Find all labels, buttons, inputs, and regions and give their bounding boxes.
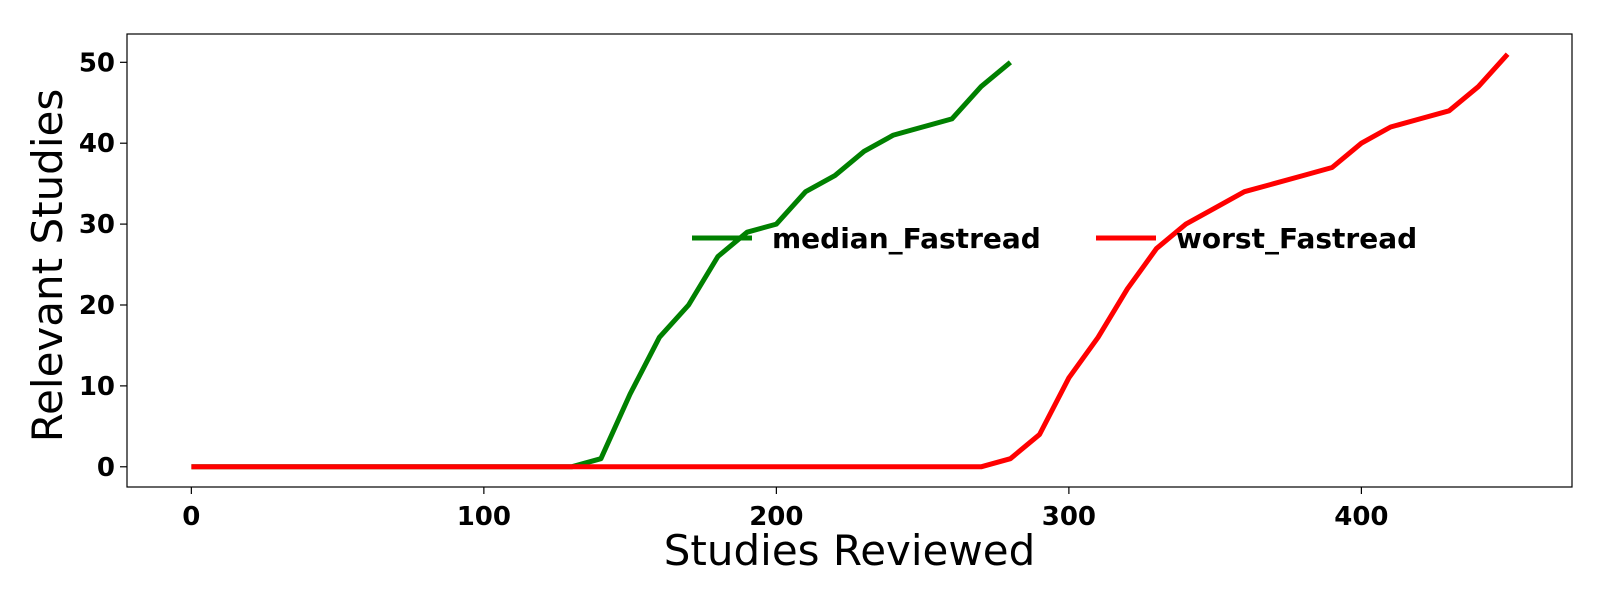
legend-label-worst-fastread: worst_Fastread (1176, 222, 1417, 255)
y-tick-label: 50 (79, 48, 115, 78)
x-axis-label: Studies Reviewed (664, 526, 1036, 575)
series-line-worst-fastread (191, 52, 1510, 470)
legend-label-median-fastread: median_Fastread (772, 222, 1041, 255)
x-axis-ticks: 0 100 200 300 400 (182, 487, 1389, 532)
legend: median_Fastread worst_Fastread (692, 222, 1417, 255)
x-tick-label: 200 (749, 502, 803, 532)
x-tick-label: 0 (182, 502, 200, 532)
x-tick-label: 400 (1334, 502, 1388, 532)
x-tick-label: 300 (1042, 502, 1096, 532)
y-tick-label: 10 (79, 372, 115, 402)
y-tick-label: 40 (79, 129, 115, 159)
y-axis-label: Relevant Studies (23, 89, 72, 442)
y-tick-label: 30 (79, 210, 115, 240)
y-tick-label: 20 (79, 291, 115, 321)
x-tick-label: 100 (457, 502, 511, 532)
y-tick-label: 0 (97, 453, 115, 483)
y-axis-ticks: 0 10 20 30 40 50 (79, 48, 127, 483)
series-line-median-fastread (191, 60, 1012, 470)
plot-area (126, 33, 1573, 488)
plot-frame (126, 33, 1573, 488)
series-layer (191, 52, 1510, 470)
